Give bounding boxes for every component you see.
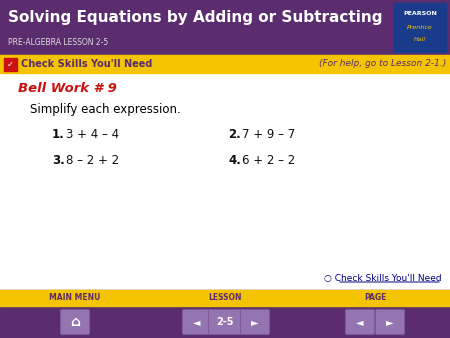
Text: (For help, go to Lesson 2-1.): (For help, go to Lesson 2-1.) <box>319 59 446 69</box>
Text: Simplify each expression.: Simplify each expression. <box>30 102 181 116</box>
Text: ◄: ◄ <box>356 317 364 327</box>
Bar <box>394 3 446 52</box>
Text: 2.: 2. <box>228 128 241 142</box>
Text: 3.: 3. <box>52 154 65 168</box>
Text: ✓: ✓ <box>7 59 14 69</box>
Text: ○ Check Skills You'll Need: ○ Check Skills You'll Need <box>324 273 442 283</box>
Text: PAGE: PAGE <box>364 293 386 303</box>
Text: ►: ► <box>251 317 259 327</box>
Bar <box>0 290 450 338</box>
Text: ►: ► <box>386 317 394 327</box>
Text: 8 – 2 + 2: 8 – 2 + 2 <box>66 154 119 168</box>
Text: 7 + 9 – 7: 7 + 9 – 7 <box>242 128 295 142</box>
FancyBboxPatch shape <box>375 310 405 335</box>
FancyBboxPatch shape <box>208 310 242 335</box>
Bar <box>0 0 450 55</box>
Text: MAIN MENU: MAIN MENU <box>50 293 101 303</box>
Text: 4.: 4. <box>228 154 241 168</box>
FancyBboxPatch shape <box>346 310 374 335</box>
Text: ⌂: ⌂ <box>70 315 80 329</box>
Text: LESSON: LESSON <box>208 293 242 303</box>
Text: ◄: ◄ <box>193 317 201 327</box>
Text: PEARSON: PEARSON <box>403 11 437 16</box>
Bar <box>0 55 450 73</box>
Text: Bell Work # 9: Bell Work # 9 <box>18 82 117 96</box>
Text: Hall: Hall <box>414 37 426 42</box>
Text: 6 + 2 – 2: 6 + 2 – 2 <box>242 154 295 168</box>
FancyBboxPatch shape <box>183 310 212 335</box>
Text: Check Skills You'll Need: Check Skills You'll Need <box>21 59 153 69</box>
Text: 2-5: 2-5 <box>216 317 234 327</box>
Text: 3 + 4 – 4: 3 + 4 – 4 <box>66 128 119 142</box>
FancyBboxPatch shape <box>240 310 270 335</box>
FancyBboxPatch shape <box>60 310 90 335</box>
Bar <box>4 57 17 71</box>
Text: 1.: 1. <box>52 128 65 142</box>
Text: Prentice: Prentice <box>407 25 433 30</box>
Text: PRE-ALGEBRA LESSON 2-5: PRE-ALGEBRA LESSON 2-5 <box>8 39 108 47</box>
Bar <box>0 290 450 306</box>
Text: Solving Equations by Adding or Subtracting: Solving Equations by Adding or Subtracti… <box>8 10 382 25</box>
